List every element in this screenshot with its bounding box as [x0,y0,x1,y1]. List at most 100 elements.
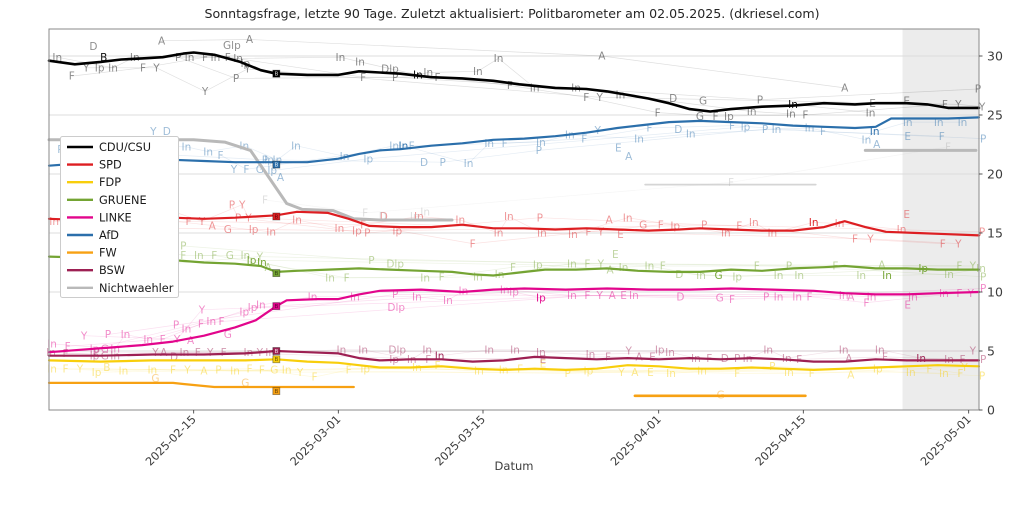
poll-letter: In [866,107,876,119]
poll-letter: In [906,367,916,379]
poll-letter: In [423,67,433,79]
poll-letter: E [903,96,910,108]
connector-line [220,125,942,170]
poll-letter: P [979,370,985,382]
legend-item-FDP: FDP [67,176,121,189]
legend-item-AfD: AfD [67,229,119,242]
poll-letter: D [89,41,97,53]
election-marker-letter: B [274,349,278,355]
poll-letter: In [721,228,731,240]
poll-letter: In [474,366,484,378]
poll-letter: In [839,290,849,302]
poll-letter: P [786,261,792,273]
poll-letter: Y [244,212,252,224]
connector-line [67,292,960,347]
poll-letter: Ip [655,344,665,356]
poll-letter: In [179,347,189,359]
poll-letter: Ip [873,363,883,375]
connector-line [264,146,949,214]
poll-letter: In [944,269,954,281]
poll-letter: In [182,142,192,154]
series-line-LINKE [47,287,981,354]
poll-letter: F [729,120,735,132]
poll-letter: F [802,110,808,122]
poll-letter: F [185,216,191,228]
poll-letter: P [980,133,986,145]
poll-letter: F [956,288,962,300]
poll-letter: P [392,72,398,84]
poll-letter: F [221,347,227,359]
connector-line [57,56,871,115]
poll-letter: F [360,219,366,231]
poll-letter: In [774,270,784,282]
poll-letter: In [772,124,782,136]
series-line-BSW [47,349,981,363]
poll-letter: In [809,217,819,229]
poll-letter: In [494,228,504,240]
poll-letter: Ip [95,62,105,74]
poll-letter: Y [597,226,605,238]
poll-letter: In [792,291,802,303]
poll-letter: P [180,241,186,253]
poll-letter: G [270,365,278,377]
connector-line [161,39,845,89]
poll-letter: A [878,260,886,272]
poll-letter: F [939,131,945,143]
connector-line [67,220,943,244]
poll-letter: In [958,117,968,129]
poll-letter: In [908,291,918,303]
poll-letter: Ip [267,165,277,177]
connector-line [268,126,746,171]
poll-letter: Y [597,258,605,270]
poll-letter: In [230,366,240,378]
poll-letter: F [160,334,166,346]
poll-letter: Y [954,99,962,111]
poll-letter: In [696,270,706,282]
poll-letter: A [598,51,606,63]
poll-letter: In [500,284,510,296]
poll-letter: A [847,369,855,381]
series-line-FDP [47,358,981,371]
poll-letter: F [262,195,268,207]
legend-item-BSW: BSW [67,264,125,277]
poll-letter: P [392,289,398,301]
poll-letter: Y [183,365,191,377]
poll-letter: F [807,291,813,303]
election-marker-letter: B [274,72,278,78]
poll-letter: F [360,72,366,84]
poll-letter: Ip [536,293,546,305]
chart-title: Sonntagsfrage, letzte 90 Tage. Zuletzt a… [204,6,820,21]
poll-letter: P [233,73,239,85]
y-axis: 0 5 10 15 20 25 30 [979,48,1003,417]
poll-letter: Y [624,346,632,358]
poll-letter: A [625,151,633,163]
poll-letter: D [674,124,682,136]
election-marker-FW [272,387,281,396]
poll-letter: In [537,228,547,240]
poll-letter: In [839,344,849,356]
poll-letter: In [567,290,577,302]
poll-letter: In [882,270,892,282]
poll-letter: Ip [264,155,274,167]
poll-letter: In [565,130,575,142]
connector-line [141,244,960,279]
poll-letter: F [219,316,225,328]
legend-label: LINKE [99,211,132,224]
poll-letter: In [182,323,192,335]
legend-label: SPD [99,159,122,172]
poll-letter: F [605,352,611,364]
poll-letter: In [616,90,626,102]
poll-letter: Dlp [386,258,404,270]
poll-letter: G [256,164,264,176]
poll-letter: E [620,290,627,302]
poll-letter: Y [238,199,246,211]
poll-letter: P [975,84,981,96]
poll-letter: P [93,347,99,359]
connector-line [94,291,541,349]
poll-letter: E [647,367,654,379]
legend-item-Nichtwaehler: Nichtwaehler [67,282,174,295]
poll-letter: In [256,300,266,312]
poll-letter: In [337,344,347,356]
connector-line [107,288,984,335]
poll-letter: F [439,271,445,283]
